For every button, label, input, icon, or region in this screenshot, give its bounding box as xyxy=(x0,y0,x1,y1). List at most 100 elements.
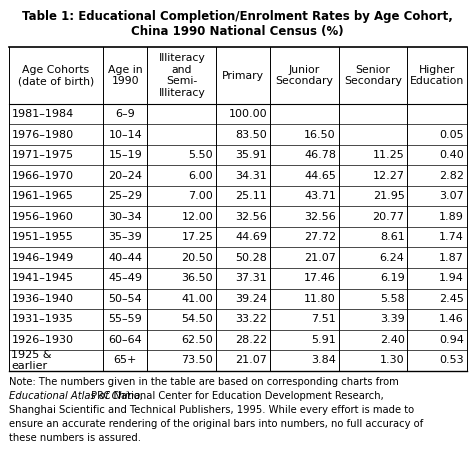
Text: 1936–1940: 1936–1940 xyxy=(11,294,73,304)
Text: Illiteracy
and
Semi-
Illiteracy: Illiteracy and Semi- Illiteracy xyxy=(158,53,205,98)
Text: 5.50: 5.50 xyxy=(189,150,213,160)
Text: 65+: 65+ xyxy=(114,355,137,365)
Text: 39.24: 39.24 xyxy=(235,294,267,304)
Text: 10–14: 10–14 xyxy=(109,129,142,139)
Text: 1.30: 1.30 xyxy=(380,355,405,365)
Text: 36.50: 36.50 xyxy=(182,273,213,283)
Text: Senior
Secondary: Senior Secondary xyxy=(344,65,402,86)
Text: 11.25: 11.25 xyxy=(373,150,405,160)
Text: 34.31: 34.31 xyxy=(236,170,267,180)
Text: 73.50: 73.50 xyxy=(182,355,213,365)
Text: 7.51: 7.51 xyxy=(311,314,336,324)
Text: Shanghai Scientific and Technical Publishers, 1995. While every effort is made t: Shanghai Scientific and Technical Publis… xyxy=(9,405,414,415)
Text: Junior
Secondary: Junior Secondary xyxy=(275,65,333,86)
Text: 1976–1980: 1976–1980 xyxy=(11,129,73,139)
Text: 21.07: 21.07 xyxy=(304,253,336,263)
Text: Table 1: Educational Completion/Enrolment Rates by Age Cohort,: Table 1: Educational Completion/Enrolmen… xyxy=(21,10,453,23)
Text: 1961–1965: 1961–1965 xyxy=(11,191,73,201)
Text: 20.77: 20.77 xyxy=(373,212,405,222)
Text: 28.22: 28.22 xyxy=(235,335,267,345)
Text: 43.71: 43.71 xyxy=(304,191,336,201)
Text: 44.65: 44.65 xyxy=(304,170,336,180)
Text: 5.91: 5.91 xyxy=(311,335,336,345)
Text: 1.94: 1.94 xyxy=(439,273,464,283)
Text: 1931–1935: 1931–1935 xyxy=(11,314,73,324)
Text: 44.69: 44.69 xyxy=(235,232,267,242)
Text: 1971–1975: 1971–1975 xyxy=(11,150,73,160)
Text: ensure an accurate rendering of the original bars into numbers, no full accuracy: ensure an accurate rendering of the orig… xyxy=(9,419,423,429)
Text: 20–24: 20–24 xyxy=(108,170,142,180)
Text: 6.24: 6.24 xyxy=(380,253,405,263)
Text: 0.05: 0.05 xyxy=(439,129,464,139)
Text: Age in
1990: Age in 1990 xyxy=(108,65,143,86)
Text: 2.40: 2.40 xyxy=(380,335,405,345)
Text: 55–59: 55–59 xyxy=(109,314,142,324)
Text: 2.45: 2.45 xyxy=(439,294,464,304)
Text: 25–29: 25–29 xyxy=(108,191,142,201)
Text: 1951–1955: 1951–1955 xyxy=(11,232,73,242)
Text: 6.19: 6.19 xyxy=(380,273,405,283)
Text: 12.27: 12.27 xyxy=(373,170,405,180)
Text: 3.84: 3.84 xyxy=(311,355,336,365)
Text: 30–34: 30–34 xyxy=(109,212,142,222)
Text: 100.00: 100.00 xyxy=(228,109,267,119)
Text: 32.56: 32.56 xyxy=(236,212,267,222)
Text: 12.00: 12.00 xyxy=(182,212,213,222)
Text: 5.58: 5.58 xyxy=(380,294,405,304)
Text: 1956–1960: 1956–1960 xyxy=(11,212,73,222)
Text: 21.07: 21.07 xyxy=(236,355,267,365)
Text: 50–54: 50–54 xyxy=(109,294,142,304)
Text: 32.56: 32.56 xyxy=(304,212,336,222)
Text: 2.82: 2.82 xyxy=(439,170,464,180)
Text: these numbers is assured.: these numbers is assured. xyxy=(9,433,140,443)
Text: China 1990 National Census (%): China 1990 National Census (%) xyxy=(131,25,343,37)
Text: 1.46: 1.46 xyxy=(439,314,464,324)
Text: 6–9: 6–9 xyxy=(115,109,135,119)
Text: 1.89: 1.89 xyxy=(439,212,464,222)
Text: 1981–1984: 1981–1984 xyxy=(11,109,73,119)
Text: Higher
Education: Higher Education xyxy=(410,65,465,86)
Text: Note: The numbers given in the table are based on corresponding charts from: Note: The numbers given in the table are… xyxy=(9,377,398,387)
Text: 17.46: 17.46 xyxy=(304,273,336,283)
Text: 1925 &
earlier: 1925 & earlier xyxy=(11,350,52,371)
Text: 45–49: 45–49 xyxy=(108,273,142,283)
Text: 41.00: 41.00 xyxy=(182,294,213,304)
Text: 1.87: 1.87 xyxy=(439,253,464,263)
Text: 11.80: 11.80 xyxy=(304,294,336,304)
Text: Educational Atlas of China,: Educational Atlas of China, xyxy=(9,391,143,401)
Text: 25.11: 25.11 xyxy=(236,191,267,201)
Text: 60–64: 60–64 xyxy=(109,335,142,345)
Text: 1926–1930: 1926–1930 xyxy=(11,335,73,345)
Text: 7.00: 7.00 xyxy=(189,191,213,201)
Text: 17.25: 17.25 xyxy=(182,232,213,242)
Text: 62.50: 62.50 xyxy=(182,335,213,345)
Text: 1946–1949: 1946–1949 xyxy=(11,253,73,263)
Text: 50.28: 50.28 xyxy=(236,253,267,263)
Text: 40–44: 40–44 xyxy=(108,253,142,263)
Text: 16.50: 16.50 xyxy=(304,129,336,139)
Text: Primary: Primary xyxy=(222,70,264,81)
Text: 21.95: 21.95 xyxy=(373,191,405,201)
Text: 15–19: 15–19 xyxy=(109,150,142,160)
Text: 0.53: 0.53 xyxy=(439,355,464,365)
Text: 0.94: 0.94 xyxy=(439,335,464,345)
Text: 83.50: 83.50 xyxy=(236,129,267,139)
Text: 33.22: 33.22 xyxy=(236,314,267,324)
Text: 54.50: 54.50 xyxy=(182,314,213,324)
Text: 1966–1970: 1966–1970 xyxy=(11,170,73,180)
Text: 1.74: 1.74 xyxy=(439,232,464,242)
Text: PRC National Center for Education Development Research,: PRC National Center for Education Develo… xyxy=(88,391,383,401)
Text: 6.00: 6.00 xyxy=(189,170,213,180)
Text: 27.72: 27.72 xyxy=(304,232,336,242)
Text: 35–39: 35–39 xyxy=(109,232,142,242)
Text: 46.78: 46.78 xyxy=(304,150,336,160)
Text: 0.40: 0.40 xyxy=(439,150,464,160)
Text: 20.50: 20.50 xyxy=(182,253,213,263)
Text: 1941–1945: 1941–1945 xyxy=(11,273,73,283)
Text: Age Cohorts
(date of birth): Age Cohorts (date of birth) xyxy=(18,65,94,86)
Text: 3.39: 3.39 xyxy=(380,314,405,324)
Text: 3.07: 3.07 xyxy=(439,191,464,201)
Text: 8.61: 8.61 xyxy=(380,232,405,242)
Text: 35.91: 35.91 xyxy=(236,150,267,160)
Text: 37.31: 37.31 xyxy=(236,273,267,283)
